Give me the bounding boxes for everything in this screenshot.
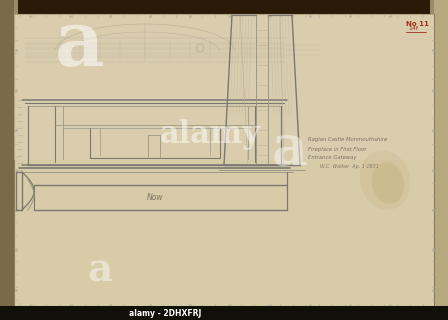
Bar <box>0 306 448 320</box>
Text: Raglan Castle Monmouthshire: Raglan Castle Monmouthshire <box>308 138 387 142</box>
Text: alamy - 2DHXFRJ: alamy - 2DHXFRJ <box>129 308 201 317</box>
Text: No 11: No 11 <box>406 21 429 27</box>
Text: alamy: alamy <box>159 119 260 150</box>
Bar <box>0 0 18 320</box>
Ellipse shape <box>360 150 410 210</box>
Text: a: a <box>272 123 308 178</box>
Text: Fireplace in First Floor: Fireplace in First Floor <box>308 147 366 151</box>
Text: W.C. Walker  Ap. 1 1831: W.C. Walker Ap. 1 1831 <box>320 164 379 169</box>
Text: Now: Now <box>146 194 164 203</box>
Bar <box>434 0 448 320</box>
Bar <box>0 0 14 320</box>
Text: a: a <box>87 251 112 289</box>
Ellipse shape <box>372 162 404 204</box>
Text: Entrance Gateway: Entrance Gateway <box>308 156 357 161</box>
Bar <box>430 0 448 320</box>
Text: a: a <box>55 8 105 82</box>
Bar <box>14 14 434 160</box>
Text: 14f: 14f <box>408 27 418 31</box>
